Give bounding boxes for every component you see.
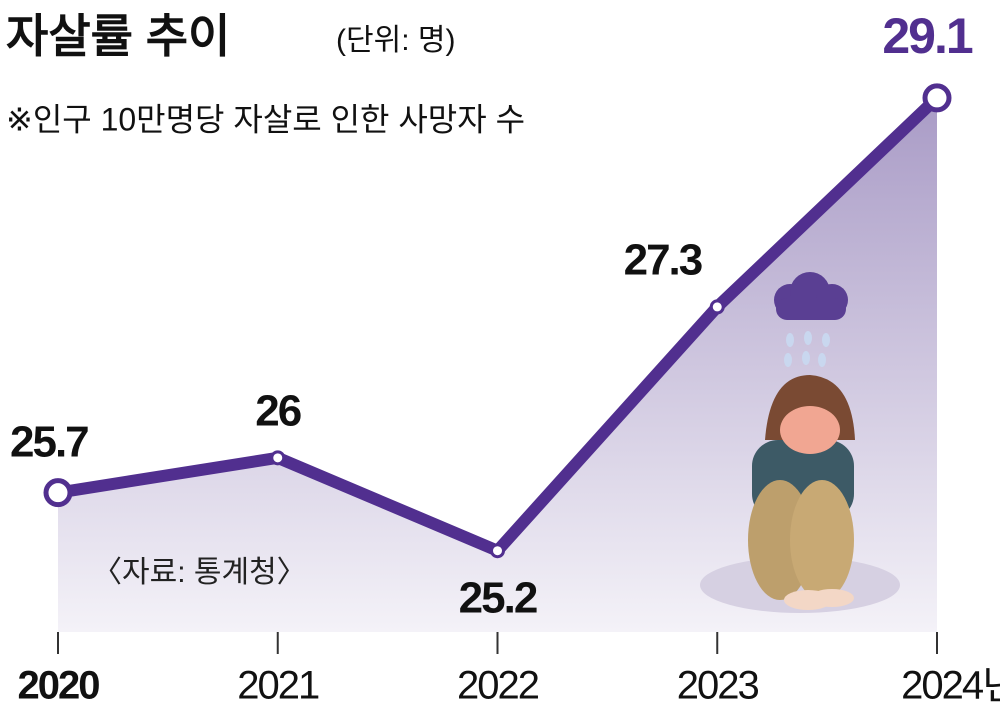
point xyxy=(270,450,286,466)
point xyxy=(490,543,505,559)
value-label: 25.2 xyxy=(459,573,537,622)
x-tick-label: 2024년 xyxy=(901,664,1000,708)
x-tick-label: 2022 xyxy=(457,664,539,708)
source: 〈자료: 통계청〉 xyxy=(92,556,307,589)
chart-title: 자살률 추이 xyxy=(6,10,230,62)
point xyxy=(709,299,725,315)
value-label: 26 xyxy=(255,386,300,435)
area xyxy=(58,97,937,632)
unit-note: (단위: 명) xyxy=(336,24,455,57)
value-label: 29.1 xyxy=(882,8,973,64)
illustration xyxy=(700,272,900,613)
value-label: 27.3 xyxy=(624,236,702,285)
plot: 25.7 26 25.2 27.3 29.1 2020 2021 2022 2023 2024년 xyxy=(10,8,1000,707)
point xyxy=(43,478,73,508)
x-tick-label: 2023 xyxy=(677,664,759,708)
x-tick-label: 2021 xyxy=(237,664,319,708)
point xyxy=(922,83,952,113)
subtitle: ※인구 10만명당 자살로 인한 사망자 수 xyxy=(6,101,525,137)
x-tick-label: 2020 xyxy=(18,664,100,708)
area-layer xyxy=(58,97,937,632)
value-label: 25.7 xyxy=(10,417,88,466)
